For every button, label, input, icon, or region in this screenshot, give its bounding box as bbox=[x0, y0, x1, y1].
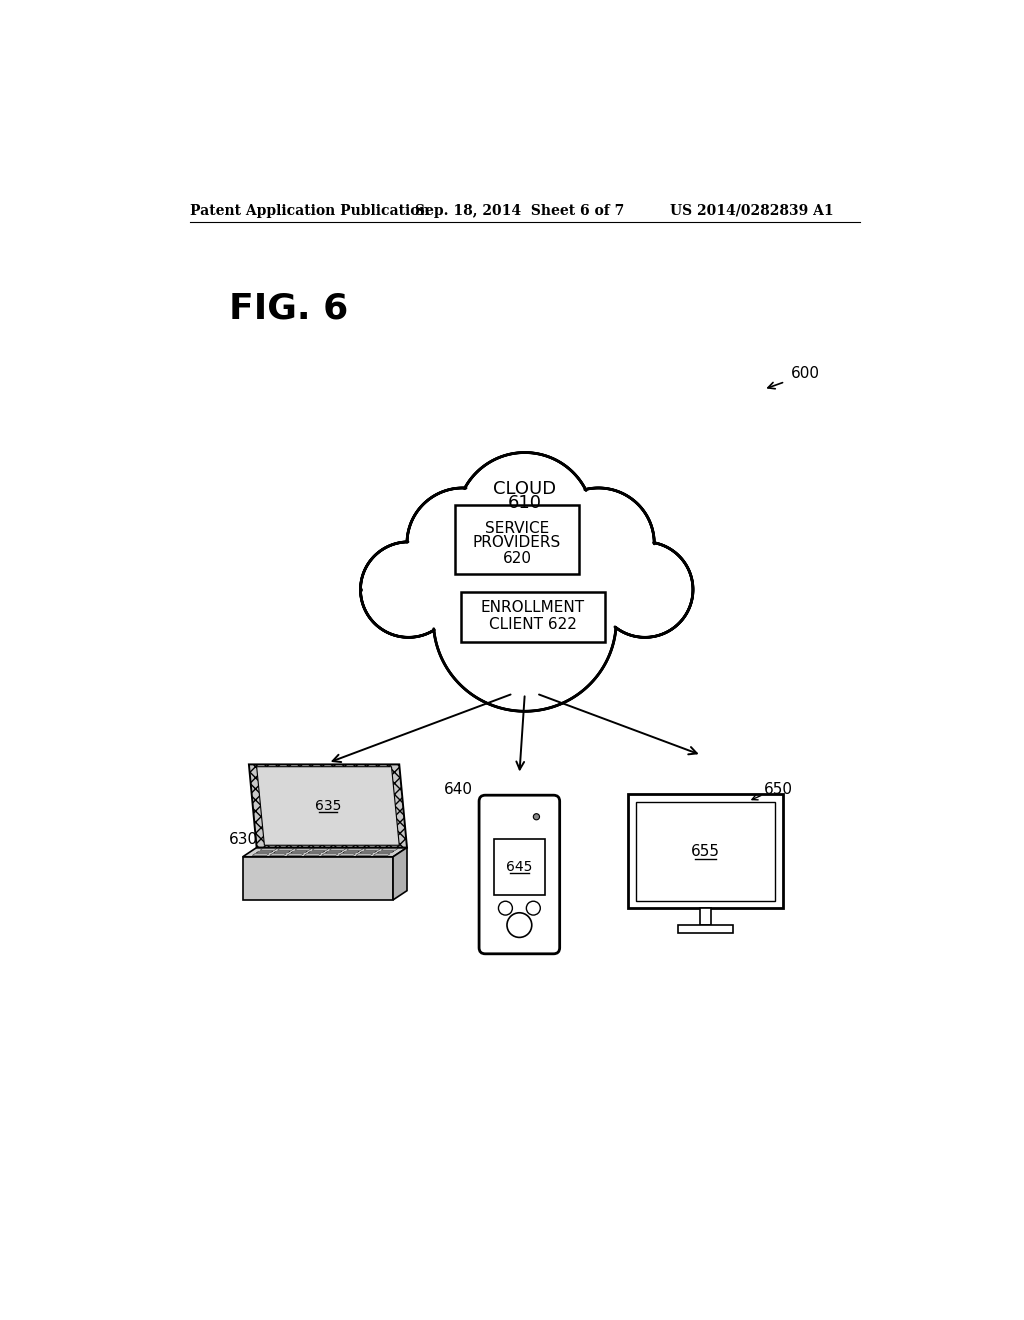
Polygon shape bbox=[346, 849, 364, 850]
Polygon shape bbox=[377, 851, 394, 853]
Text: CLIENT 622: CLIENT 622 bbox=[488, 616, 577, 632]
Bar bbox=[494, 840, 545, 895]
Circle shape bbox=[457, 453, 593, 589]
Polygon shape bbox=[304, 854, 321, 855]
Polygon shape bbox=[257, 767, 399, 845]
Polygon shape bbox=[381, 849, 398, 850]
Polygon shape bbox=[364, 849, 381, 850]
Text: 645: 645 bbox=[506, 861, 532, 874]
Polygon shape bbox=[278, 849, 294, 850]
Polygon shape bbox=[291, 851, 307, 853]
Polygon shape bbox=[374, 854, 390, 855]
Polygon shape bbox=[252, 854, 269, 855]
Polygon shape bbox=[445, 474, 543, 590]
Text: Patent Application Publication: Patent Application Publication bbox=[190, 203, 430, 218]
Text: 620: 620 bbox=[503, 550, 531, 565]
Circle shape bbox=[433, 529, 616, 711]
Circle shape bbox=[543, 488, 654, 599]
Circle shape bbox=[407, 488, 518, 599]
Text: 655: 655 bbox=[691, 843, 720, 859]
Polygon shape bbox=[243, 847, 407, 857]
Circle shape bbox=[526, 902, 541, 915]
Text: 640: 640 bbox=[444, 783, 473, 797]
Polygon shape bbox=[330, 849, 346, 850]
Circle shape bbox=[507, 912, 531, 937]
Polygon shape bbox=[269, 854, 287, 855]
Polygon shape bbox=[568, 513, 676, 620]
Polygon shape bbox=[308, 851, 325, 853]
Text: 630: 630 bbox=[228, 833, 258, 847]
Polygon shape bbox=[514, 548, 655, 663]
Bar bbox=[455, 506, 579, 574]
Polygon shape bbox=[386, 483, 547, 627]
FancyBboxPatch shape bbox=[479, 795, 560, 954]
Text: PROVIDERS: PROVIDERS bbox=[473, 535, 561, 550]
Polygon shape bbox=[360, 851, 377, 853]
Bar bbox=[636, 803, 775, 900]
Bar bbox=[461, 591, 604, 642]
Polygon shape bbox=[488, 510, 635, 655]
Text: US 2014/0282839 A1: US 2014/0282839 A1 bbox=[671, 203, 835, 218]
Text: CLOUD: CLOUD bbox=[494, 480, 556, 499]
Polygon shape bbox=[339, 854, 355, 855]
Circle shape bbox=[499, 902, 512, 915]
Polygon shape bbox=[380, 511, 490, 622]
Text: SERVICE: SERVICE bbox=[485, 521, 549, 536]
Circle shape bbox=[534, 813, 540, 820]
Bar bbox=[700, 908, 711, 925]
Polygon shape bbox=[397, 548, 536, 661]
Polygon shape bbox=[503, 483, 667, 627]
Circle shape bbox=[360, 541, 457, 638]
Polygon shape bbox=[356, 854, 373, 855]
Polygon shape bbox=[256, 851, 273, 853]
Polygon shape bbox=[322, 854, 338, 855]
Bar bbox=[628, 795, 783, 908]
Polygon shape bbox=[273, 851, 290, 853]
Polygon shape bbox=[260, 849, 276, 850]
Polygon shape bbox=[295, 849, 311, 850]
Text: 600: 600 bbox=[791, 367, 819, 381]
Text: 650: 650 bbox=[764, 783, 793, 797]
Polygon shape bbox=[287, 854, 304, 855]
Text: 635: 635 bbox=[314, 799, 341, 813]
Text: FIG. 6: FIG. 6 bbox=[228, 292, 348, 326]
Polygon shape bbox=[393, 847, 407, 900]
Bar bbox=[678, 925, 732, 933]
Polygon shape bbox=[464, 520, 586, 620]
Polygon shape bbox=[326, 851, 342, 853]
Polygon shape bbox=[312, 849, 329, 850]
Text: 610: 610 bbox=[508, 495, 542, 512]
Polygon shape bbox=[424, 512, 564, 652]
Text: ENROLLMENT: ENROLLMENT bbox=[480, 599, 585, 615]
Polygon shape bbox=[343, 851, 359, 853]
Polygon shape bbox=[510, 473, 613, 591]
Polygon shape bbox=[243, 857, 393, 900]
Text: Sep. 18, 2014  Sheet 6 of 7: Sep. 18, 2014 Sheet 6 of 7 bbox=[415, 203, 624, 218]
Circle shape bbox=[597, 541, 693, 638]
Polygon shape bbox=[249, 764, 407, 847]
